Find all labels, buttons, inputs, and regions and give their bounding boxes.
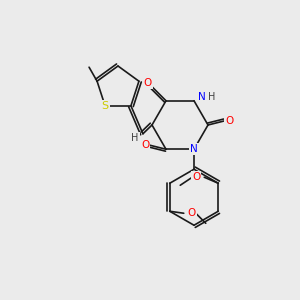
Text: H: H [131, 133, 139, 143]
Text: O: O [225, 116, 233, 126]
Text: S: S [101, 101, 109, 111]
Text: O: O [192, 172, 200, 182]
Text: O: O [141, 140, 149, 150]
Text: N: N [190, 144, 198, 154]
Text: N: N [198, 92, 206, 102]
Text: H: H [208, 92, 216, 102]
Text: O: O [144, 78, 152, 88]
Text: O: O [188, 208, 196, 218]
